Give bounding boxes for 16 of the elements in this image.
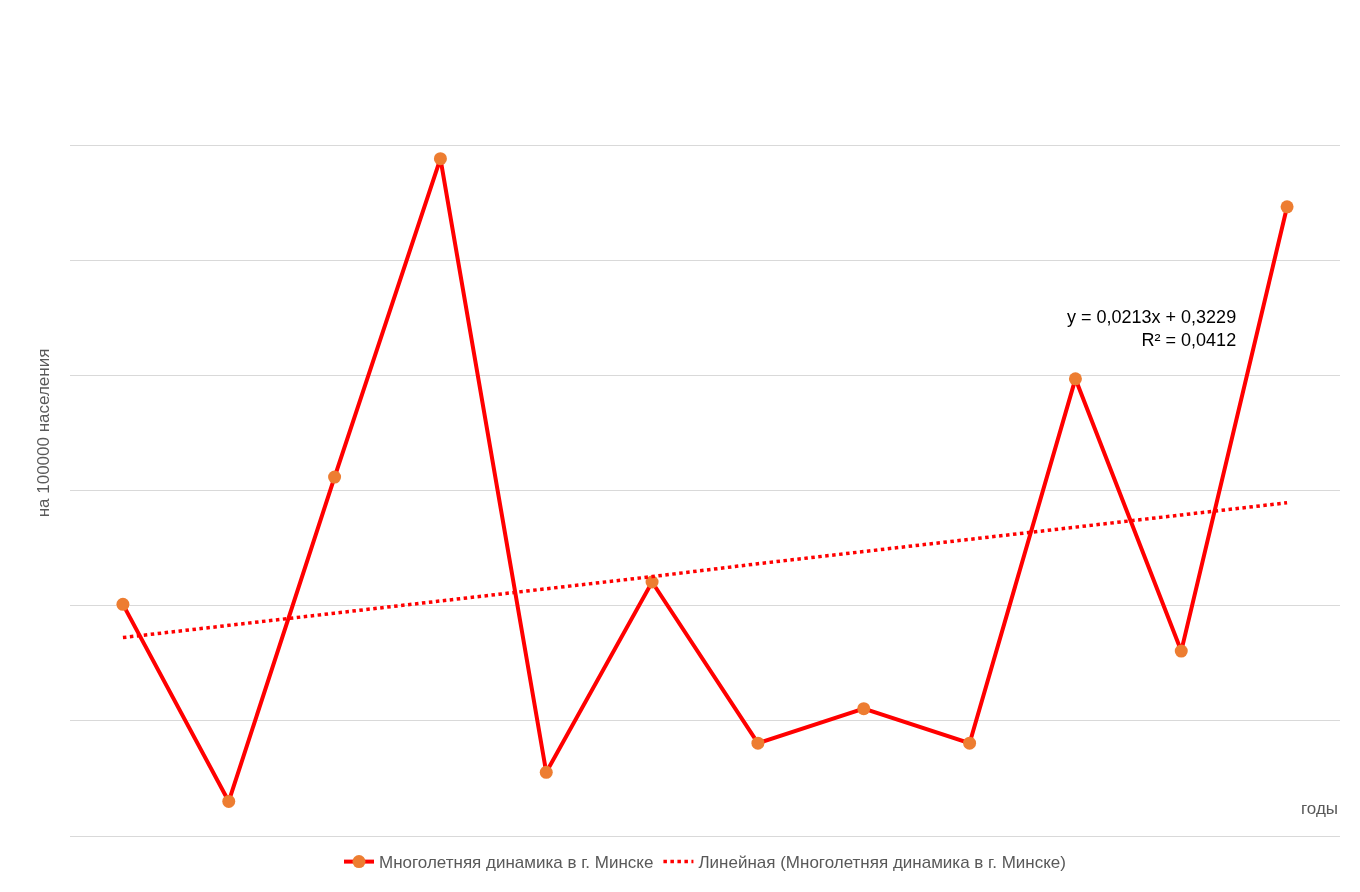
legend-label: Многолетняя динамика в г. Минске xyxy=(379,853,654,873)
annotation: y = 0,0213x + 0,3229 R² = 0,0412 xyxy=(1067,307,1237,351)
point xyxy=(857,702,871,716)
point xyxy=(539,765,553,779)
point xyxy=(1280,200,1294,214)
x-axis-title: годы xyxy=(1301,799,1339,818)
point xyxy=(116,597,130,611)
point xyxy=(1068,372,1082,386)
legend-label: Линейная (Многолетняя динамика в г. Минске) xyxy=(698,853,1066,873)
point xyxy=(222,794,236,808)
point xyxy=(328,470,342,484)
point xyxy=(963,736,977,750)
point xyxy=(433,152,447,166)
y-axis-title: на 100000 населения xyxy=(33,348,53,518)
point xyxy=(751,736,765,750)
point xyxy=(1174,644,1188,658)
